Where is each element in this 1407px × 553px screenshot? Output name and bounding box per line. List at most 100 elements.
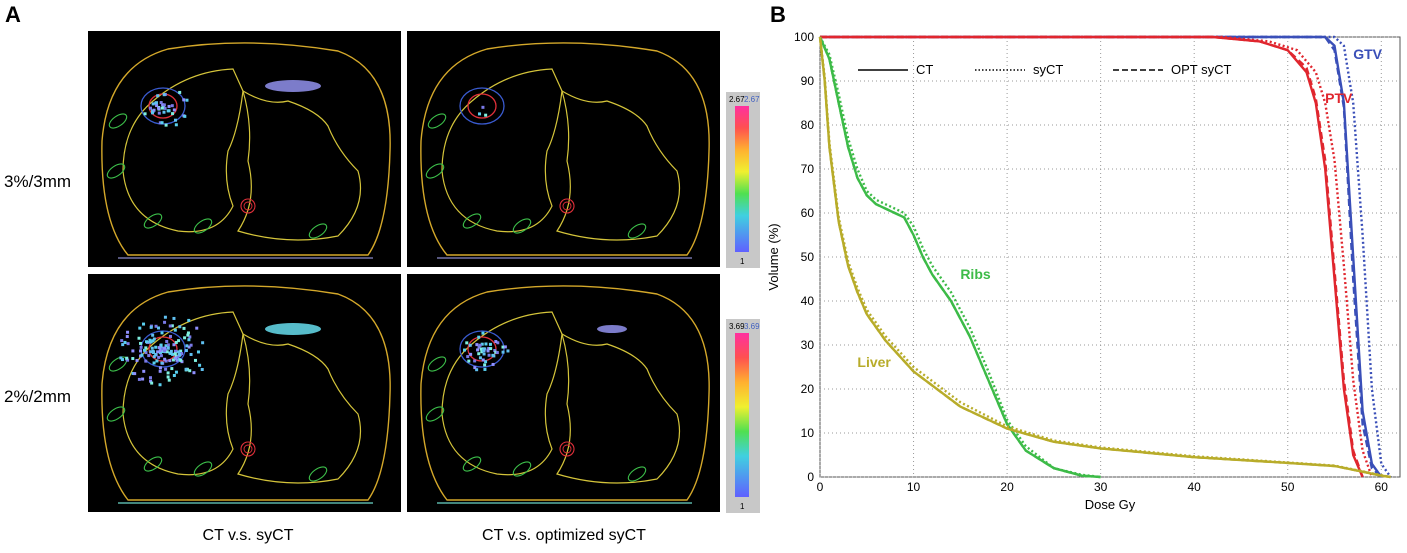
gamma-pixel	[149, 325, 153, 329]
colorbar-bottom: 3.69 3.69 1	[726, 319, 760, 513]
gamma-pixel	[149, 350, 153, 354]
rib-contour	[462, 213, 482, 229]
gamma-pixel	[159, 343, 163, 347]
body-contour	[420, 285, 710, 501]
x-tick-label: 50	[1281, 480, 1295, 494]
colorbar-top-max-left: 2.67	[729, 95, 745, 104]
gamma-pixel	[140, 353, 144, 357]
gamma-pixel	[139, 349, 143, 353]
rib-contour	[308, 223, 328, 239]
gamma-pixel	[160, 361, 164, 365]
lung-contour	[441, 68, 563, 233]
gamma-pixel	[478, 343, 482, 347]
gamma-pixel	[201, 341, 205, 345]
lung-contour-right	[237, 332, 362, 484]
gamma-pixel	[180, 352, 184, 356]
x-tick-label: 30	[1094, 480, 1108, 494]
gamma-pixel	[160, 331, 164, 335]
gamma-pixel	[166, 371, 170, 375]
gamma-pixel	[200, 367, 204, 371]
gtv-contour	[459, 330, 505, 368]
gamma-pixel	[484, 342, 488, 346]
gamma-pixel	[171, 358, 175, 362]
gamma-pixel	[186, 333, 190, 337]
gamma-pixel	[468, 343, 472, 347]
gamma-pixel	[158, 366, 162, 370]
rib-contour	[308, 466, 328, 482]
gamma-pixel	[178, 325, 182, 329]
gamma-pixel	[476, 348, 480, 352]
col-label-syct: CT v.s. syCT	[202, 527, 294, 544]
gamma-pixel	[466, 355, 470, 359]
gamma-pixel	[165, 339, 169, 343]
gamma-pixel	[185, 98, 189, 102]
gamma-pixel	[174, 370, 178, 374]
gamma-pixel	[151, 333, 155, 337]
gamma-pixel	[174, 340, 178, 344]
gamma-pixel	[463, 348, 467, 352]
gamma-pixel	[177, 339, 181, 343]
gamma-pixel	[156, 350, 160, 354]
gamma-pixel	[160, 106, 164, 110]
gamma-pixel	[157, 111, 161, 115]
gamma-pixel	[156, 94, 160, 98]
y-axis-label: Volume (%)	[766, 223, 781, 290]
gamma-pixel	[178, 352, 182, 356]
gamma-pixel	[165, 350, 169, 354]
body-contour	[101, 42, 391, 256]
x-tick-label: 60	[1375, 480, 1389, 494]
gamma-pixel	[179, 358, 183, 362]
gamma-pixel	[465, 341, 469, 345]
gamma-pixel	[157, 326, 161, 330]
gamma-pixel	[123, 340, 127, 344]
gamma-pixel	[198, 363, 202, 367]
scan-top-right	[407, 31, 720, 267]
ribs-syct-line	[818, 36, 1101, 479]
gamma-pixel	[183, 336, 187, 340]
y-tick-label: 50	[801, 250, 815, 264]
gtv-contour	[140, 330, 186, 368]
gamma-pixel	[126, 330, 130, 334]
gamma-pixel	[477, 335, 481, 339]
gtv-opt-syct-line	[820, 35, 1383, 478]
gamma-pixel	[155, 359, 159, 363]
rib-contour	[627, 223, 647, 239]
gamma-pixel	[506, 349, 510, 353]
y-tick-label: 40	[801, 294, 815, 308]
gamma-pixel	[467, 359, 471, 363]
cord-contour	[559, 441, 575, 457]
scan-top-left	[88, 31, 401, 267]
gamma-pixel	[158, 383, 162, 387]
gamma-pixel	[142, 369, 146, 373]
gamma-pixel	[158, 121, 162, 125]
gamma-pixel	[475, 343, 479, 347]
gamma-pixel	[170, 324, 174, 328]
gamma-pixel	[157, 106, 161, 110]
gamma-pixel	[480, 342, 484, 346]
gamma-pixel	[179, 349, 183, 353]
legend-label-dashed: OPT syCT	[1171, 62, 1231, 77]
x-axis-label: Dose Gy	[1085, 497, 1136, 512]
gamma-pixel	[159, 101, 163, 105]
gamma-pixel	[496, 341, 500, 345]
cord-inner-contour	[562, 201, 572, 211]
gamma-pixel	[501, 345, 505, 349]
gamma-pixel	[133, 372, 137, 376]
y-tick-label: 0	[807, 470, 814, 484]
rib-contour	[193, 461, 213, 477]
lung-contour-right	[237, 89, 362, 241]
gamma-pixel	[183, 114, 187, 118]
gamma-pixel	[166, 375, 170, 379]
gamma-pixel	[154, 101, 158, 105]
gamma-pixel	[163, 346, 167, 350]
ribs-label: Ribs	[960, 266, 991, 282]
gamma-pixel	[494, 350, 498, 354]
gamma-pixel	[150, 346, 154, 350]
gamma-pixel	[170, 104, 174, 108]
liver-label: Liver	[857, 354, 891, 370]
gamma-pixel	[184, 367, 188, 371]
gamma-pixel	[473, 359, 477, 363]
gamma-pixel	[141, 377, 145, 381]
gamma-pixel	[170, 367, 174, 371]
gamma-pixel	[137, 336, 141, 340]
